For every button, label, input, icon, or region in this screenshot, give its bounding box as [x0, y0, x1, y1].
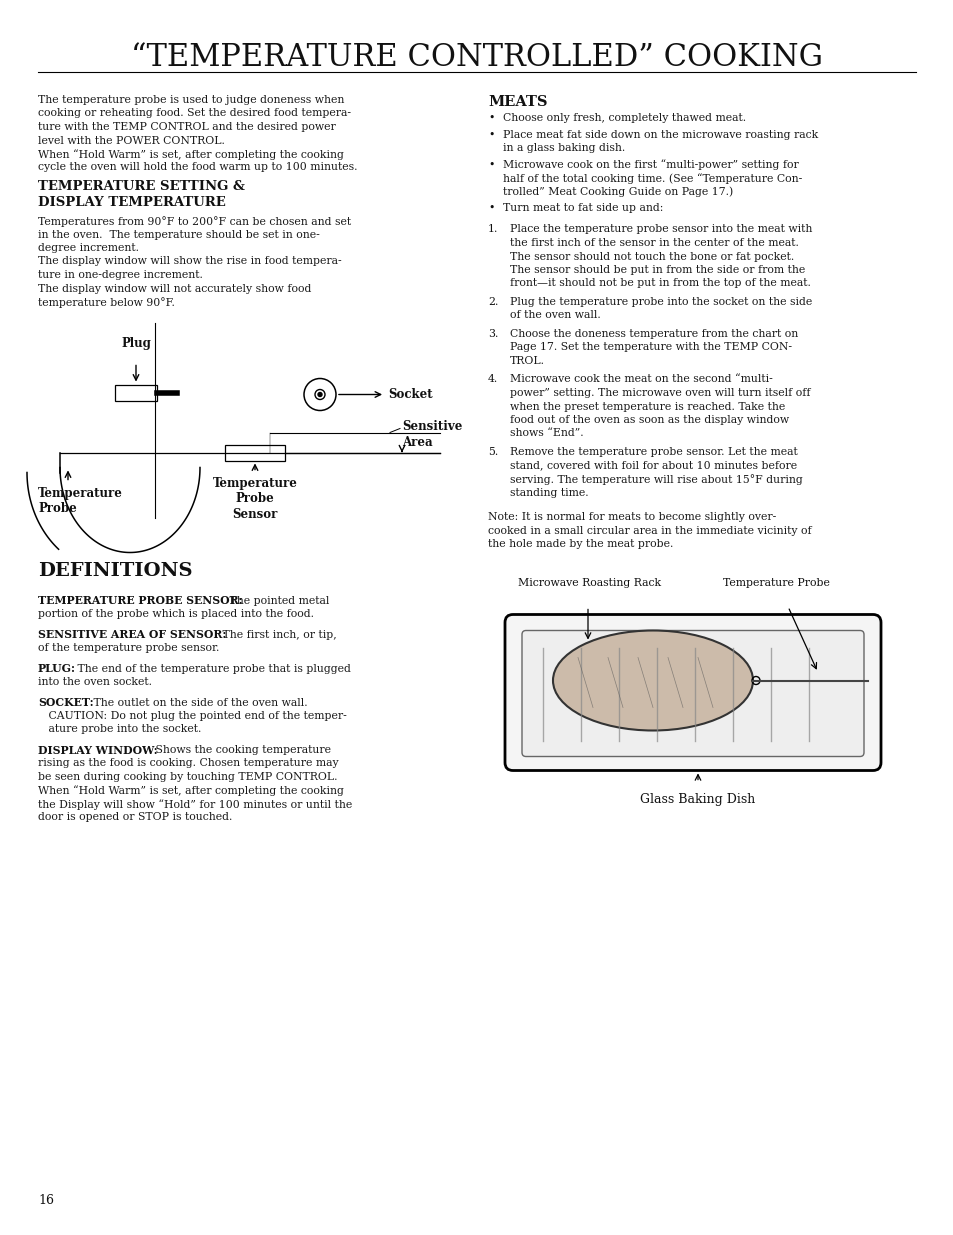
Ellipse shape — [553, 631, 752, 730]
Text: The pointed metal: The pointed metal — [226, 595, 329, 605]
Text: Page 17. Set the temperature with the TEMP CON-: Page 17. Set the temperature with the TE… — [510, 342, 791, 352]
Text: Remove the temperature probe sensor. Let the meat: Remove the temperature probe sensor. Let… — [510, 447, 797, 457]
FancyBboxPatch shape — [504, 615, 880, 771]
Text: The sensor should not touch the bone or fat pocket.: The sensor should not touch the bone or … — [510, 252, 794, 262]
Text: ature probe into the socket.: ature probe into the socket. — [38, 725, 201, 735]
Text: “TEMPERATURE CONTROLLED” COOKING: “TEMPERATURE CONTROLLED” COOKING — [131, 42, 822, 73]
Text: The display window will not accurately show food: The display window will not accurately s… — [38, 284, 311, 294]
Text: DISPLAY WINDOW:: DISPLAY WINDOW: — [38, 745, 157, 756]
Text: door is opened or STOP is touched.: door is opened or STOP is touched. — [38, 813, 233, 823]
Text: cooked in a small circular area in the immediate vicinity of: cooked in a small circular area in the i… — [488, 526, 811, 536]
Text: temperature below 90°F.: temperature below 90°F. — [38, 296, 174, 308]
Text: Note: It is normal for meats to become slightly over-: Note: It is normal for meats to become s… — [488, 513, 776, 522]
Text: food out of the oven as soon as the display window: food out of the oven as soon as the disp… — [510, 415, 788, 425]
Text: Microwave Roasting Rack: Microwave Roasting Rack — [517, 578, 660, 588]
Text: the hole made by the meat probe.: the hole made by the meat probe. — [488, 538, 673, 550]
Text: Temperature
Probe: Temperature Probe — [38, 488, 123, 515]
Text: the first inch of the sensor in the center of the meat.: the first inch of the sensor in the cent… — [510, 238, 798, 248]
Text: into the oven socket.: into the oven socket. — [38, 677, 152, 687]
Text: portion of the probe which is placed into the food.: portion of the probe which is placed int… — [38, 609, 314, 619]
Text: stand, covered with foil for about 10 minutes before: stand, covered with foil for about 10 mi… — [510, 461, 797, 471]
Text: Choose the doneness temperature from the chart on: Choose the doneness temperature from the… — [510, 329, 798, 338]
Text: ture in one-degree increment.: ture in one-degree increment. — [38, 270, 203, 280]
Text: DEFINITIONS: DEFINITIONS — [38, 562, 193, 580]
Text: 16: 16 — [38, 1194, 54, 1207]
Text: CAUTION: Do not plug the pointed end of the temper-: CAUTION: Do not plug the pointed end of … — [38, 711, 346, 721]
Text: ture with the TEMP CONTROL and the desired power: ture with the TEMP CONTROL and the desir… — [38, 122, 335, 132]
Text: The first inch, or tip,: The first inch, or tip, — [219, 630, 336, 640]
Text: be seen during cooking by touching TEMP CONTROL.: be seen during cooking by touching TEMP … — [38, 772, 337, 782]
Text: trolled” Meat Cooking Guide on Page 17.): trolled” Meat Cooking Guide on Page 17.) — [502, 186, 733, 198]
Text: •: • — [488, 203, 494, 212]
Text: Glass Baking Dish: Glass Baking Dish — [639, 793, 755, 805]
Text: cycle the oven will hold the food warm up to 100 minutes.: cycle the oven will hold the food warm u… — [38, 163, 357, 173]
Text: Microwave cook the meat on the second “multi-: Microwave cook the meat on the second “m… — [510, 374, 772, 384]
Text: Temperatures from 90°F to 200°F can be chosen and set: Temperatures from 90°F to 200°F can be c… — [38, 216, 351, 227]
Text: When “Hold Warm” is set, after completing the cooking: When “Hold Warm” is set, after completin… — [38, 785, 343, 797]
Text: 2.: 2. — [488, 296, 497, 308]
Circle shape — [317, 393, 322, 396]
Text: The display window will show the rise in food tempera-: The display window will show the rise in… — [38, 257, 341, 267]
Text: MEATS: MEATS — [488, 95, 547, 109]
Text: power” setting. The microwave oven will turn itself off: power” setting. The microwave oven will … — [510, 388, 810, 398]
Text: Sensitive
Area: Sensitive Area — [401, 420, 462, 448]
Text: •: • — [488, 130, 494, 140]
Text: The end of the temperature probe that is plugged: The end of the temperature probe that is… — [74, 663, 351, 673]
Text: Place the temperature probe sensor into the meat with: Place the temperature probe sensor into … — [510, 225, 812, 235]
Text: The temperature probe is used to judge doneness when: The temperature probe is used to judge d… — [38, 95, 344, 105]
Text: TEMPERATURE PROBE SENSOR:: TEMPERATURE PROBE SENSOR: — [38, 595, 242, 606]
Text: in a glass baking dish.: in a glass baking dish. — [502, 143, 624, 153]
FancyBboxPatch shape — [521, 631, 863, 757]
Text: serving. The temperature will rise about 15°F during: serving. The temperature will rise about… — [510, 474, 801, 485]
Text: Socket: Socket — [388, 388, 432, 401]
Text: The outlet on the side of the oven wall.: The outlet on the side of the oven wall. — [90, 698, 307, 708]
Text: 5.: 5. — [488, 447, 497, 457]
Text: SOCKET:: SOCKET: — [38, 698, 93, 709]
Text: rising as the food is cooking. Chosen temperature may: rising as the food is cooking. Chosen te… — [38, 758, 338, 768]
Text: cooking or reheating food. Set the desired food tempera-: cooking or reheating food. Set the desir… — [38, 109, 351, 119]
Text: Turn meat to fat side up and:: Turn meat to fat side up and: — [502, 203, 662, 212]
Text: Temperature Probe: Temperature Probe — [722, 578, 829, 588]
Text: •: • — [488, 112, 494, 124]
Text: Plug the temperature probe into the socket on the side: Plug the temperature probe into the sock… — [510, 296, 811, 308]
Text: level with the POWER CONTROL.: level with the POWER CONTROL. — [38, 136, 225, 146]
Text: Temperature
Probe
Sensor: Temperature Probe Sensor — [213, 478, 297, 520]
Text: of the oven wall.: of the oven wall. — [510, 310, 600, 321]
Text: Place meat fat side down on the microwave roasting rack: Place meat fat side down on the microwav… — [502, 130, 818, 140]
Text: SENSITIVE AREA OF SENSOR:: SENSITIVE AREA OF SENSOR: — [38, 630, 226, 641]
Text: front—it should not be put in from the top of the meat.: front—it should not be put in from the t… — [510, 279, 810, 289]
Text: TROL.: TROL. — [510, 356, 544, 366]
Text: •: • — [488, 159, 494, 169]
Text: Plug: Plug — [121, 337, 151, 351]
Text: when the preset temperature is reached. Take the: when the preset temperature is reached. … — [510, 401, 784, 411]
Text: the Display will show “Hold” for 100 minutes or until the: the Display will show “Hold” for 100 min… — [38, 799, 352, 810]
Text: Microwave cook on the first “multi-power” setting for: Microwave cook on the first “multi-power… — [502, 159, 798, 170]
Text: shows “End”.: shows “End”. — [510, 429, 583, 438]
Bar — [115, 384, 157, 400]
Text: in the oven.  The temperature should be set in one-: in the oven. The temperature should be s… — [38, 230, 319, 240]
Text: 1.: 1. — [488, 225, 497, 235]
Text: Choose only fresh, completely thawed meat.: Choose only fresh, completely thawed mea… — [502, 112, 745, 124]
Text: When “Hold Warm” is set, after completing the cooking: When “Hold Warm” is set, after completin… — [38, 149, 343, 159]
Text: DISPLAY TEMPERATURE: DISPLAY TEMPERATURE — [38, 196, 226, 209]
Text: half of the total cooking time. (See “Temperature Con-: half of the total cooking time. (See “Te… — [502, 173, 801, 184]
Text: TEMPERATURE SETTING &: TEMPERATURE SETTING & — [38, 180, 245, 193]
Bar — [225, 445, 285, 461]
Text: 4.: 4. — [488, 374, 497, 384]
Text: of the temperature probe sensor.: of the temperature probe sensor. — [38, 643, 219, 653]
Text: The sensor should be put in from the side or from the: The sensor should be put in from the sid… — [510, 266, 804, 275]
Text: PLUG:: PLUG: — [38, 663, 76, 674]
Text: 3.: 3. — [488, 329, 497, 338]
Text: degree increment.: degree increment. — [38, 243, 139, 253]
Text: Shows the cooking temperature: Shows the cooking temperature — [152, 745, 331, 755]
Text: standing time.: standing time. — [510, 488, 588, 498]
